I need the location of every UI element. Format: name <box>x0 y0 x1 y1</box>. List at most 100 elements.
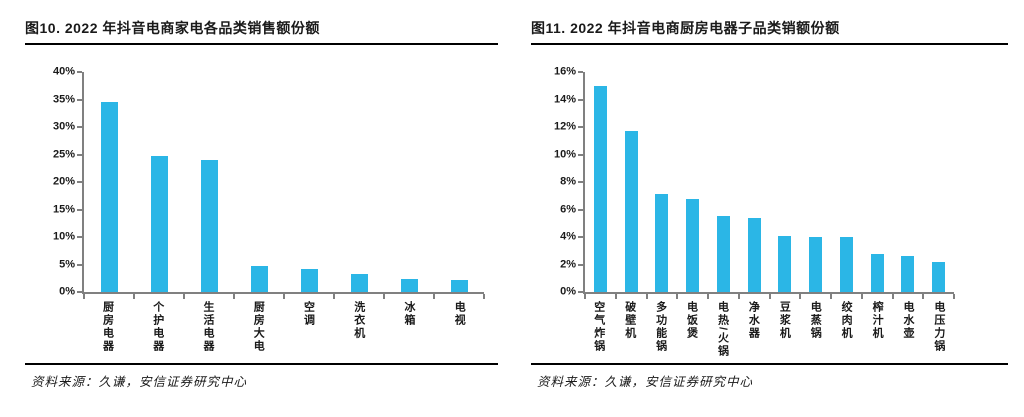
y-axis-tick-mark <box>77 291 82 293</box>
bar <box>450 280 468 292</box>
y-axis-tick-label: 0% <box>59 285 75 298</box>
bar-cell <box>770 72 801 292</box>
y-axis-tick-label: 25% <box>52 148 75 160</box>
x-axis-tick-mark <box>922 294 925 299</box>
x-axis-category-label: 空气炸锅 <box>592 301 605 353</box>
x-label-cell: 空调 <box>283 301 333 362</box>
x-axis-category-label: 电热/火锅 <box>716 301 729 359</box>
x-axis-tick-mark <box>953 294 955 299</box>
x-label-cell: 生活电器 <box>183 301 233 362</box>
x-axis-category-label: 绞肉机 <box>840 301 853 340</box>
x-axis-category-label: 厨房电器 <box>101 301 114 353</box>
bar <box>300 269 318 292</box>
figure-10-bar-chart: 40% 35% 30% 25% 20% 15% 10% 5% 0% 厨房电器 个护电器 生活电器 厨房… <box>25 66 498 362</box>
bar <box>747 217 761 292</box>
x-axis-tick-mark <box>233 294 235 299</box>
x-axis-tick-mark <box>707 294 709 299</box>
bar-cell <box>708 72 739 292</box>
bar <box>400 278 418 292</box>
bar <box>100 102 118 292</box>
x-label-cell: 榨汁机 <box>861 301 892 362</box>
bars-container <box>84 72 484 292</box>
y-axis-tick-label: 2% <box>560 258 576 270</box>
bar-cell <box>434 72 484 292</box>
x-label-cell: 厨房大电 <box>233 301 283 362</box>
source-note: 资料来源：久谦，安信证券研究中心 <box>531 363 1008 390</box>
bar <box>778 235 792 292</box>
y-axis-tick-label: 4% <box>560 230 576 243</box>
x-axis-category-label: 电水壶 <box>902 301 914 340</box>
x-axis-tick-mark <box>614 294 617 299</box>
bar-cell <box>334 72 384 292</box>
plot-area: 16% 14% 12% 10% 8% 6% 4% 2% 0% <box>554 66 955 299</box>
x-label-cell: 净水器 <box>738 301 769 362</box>
y-axis-tick-label: 20% <box>52 175 75 188</box>
x-axis-tick-mark <box>799 294 802 299</box>
y-axis-tick-mark <box>578 126 583 128</box>
y-axis-tick-label: 16% <box>553 65 576 78</box>
x-label-cell: 电蒸锅 <box>799 301 830 362</box>
bar-cell <box>184 72 234 292</box>
x-axis-tick-mark <box>737 294 740 299</box>
x-axis-category-label: 电蒸锅 <box>809 301 822 340</box>
bar <box>593 85 607 292</box>
x-axis-category-label: 生活电器 <box>201 301 214 353</box>
y-axis-tick-mark <box>578 98 583 101</box>
figure-10-title: 图10. 2022 年抖音电商家电各品类销售额份额 <box>25 18 498 45</box>
x-axis-category-label: 空调 <box>302 301 315 327</box>
bar <box>839 237 853 292</box>
x-axis-tick-mark <box>483 294 485 299</box>
x-axis-category-label: 洗衣机 <box>352 301 365 340</box>
y-axis-tick-mark <box>77 126 82 128</box>
y-axis-tick-mark <box>77 153 82 156</box>
figure-11-panel: 图11. 2022 年抖音电商厨房电器子品类销额份额 16% 14% 12% 10% 8… <box>531 18 1008 390</box>
bar-cell <box>384 72 434 292</box>
x-axis-labels: 空气炸锅 破壁机 多功能锅 电饭煲 电热/火锅 净水器 豆浆机 电蒸锅 绞肉机 榨汁机 电水壶 电压力… <box>583 294 954 362</box>
y-axis-tick-label: 10% <box>553 148 576 160</box>
bar-cell <box>923 72 954 292</box>
bar-cell <box>585 72 616 292</box>
bar-cell <box>862 72 893 292</box>
x-axis-category-label: 个护电器 <box>151 301 164 353</box>
bar <box>809 237 823 292</box>
x-label-cell: 洗衣机 <box>333 301 383 362</box>
figure-11-bar-chart: 16% 14% 12% 10% 8% 6% 4% 2% 0% 空气炸锅 破壁机 多功能锅 电饭煲 电热/… <box>531 66 1008 362</box>
x-label-cell: 电视 <box>434 301 484 362</box>
figure-10-panel: 图10. 2022 年抖音电商家电各品类销售额份额 40% 35% 30% 25% 20… <box>25 18 498 390</box>
x-label-cell: 冰箱 <box>384 301 434 362</box>
y-axis-tick-label: 15% <box>52 203 75 215</box>
bar-cell <box>134 72 184 292</box>
x-axis-tick-mark <box>333 294 335 299</box>
x-axis-category-label: 电饭煲 <box>685 301 698 340</box>
x-axis-category-label: 电视 <box>453 301 466 327</box>
x-label-cell: 空气炸锅 <box>583 301 614 362</box>
bar-cell <box>677 72 708 292</box>
y-axis-tick-label: 10% <box>52 230 75 243</box>
x-axis-category-label: 冰箱 <box>402 301 415 327</box>
x-axis-labels: 厨房电器 个护电器 生活电器 厨房大电 空调 洗衣机 冰箱 电视 <box>82 294 484 362</box>
x-label-cell: 电热/火锅 <box>707 301 738 362</box>
bar <box>250 266 268 292</box>
x-axis-tick-mark <box>860 294 863 299</box>
x-axis-category-label: 厨房大电 <box>252 301 265 353</box>
y-axis-tick-mark <box>578 71 583 73</box>
x-axis-tick-mark <box>645 294 648 299</box>
figure-11-title: 图11. 2022 年抖音电商厨房电器子品类销额份额 <box>531 18 1008 45</box>
bar-cell <box>284 72 334 292</box>
y-axis-tick-label: 8% <box>560 175 576 188</box>
y-axis-tick-label: 12% <box>553 120 576 133</box>
x-label-cell: 个护电器 <box>132 301 182 362</box>
x-axis-tick-mark <box>891 294 894 299</box>
bar-cell <box>831 72 862 292</box>
y-axis-tick-label: 35% <box>52 93 75 105</box>
bars-container <box>585 72 954 292</box>
bar <box>150 155 168 292</box>
x-axis-tick-mark <box>283 294 285 299</box>
bar-cell <box>800 72 831 292</box>
x-label-cell: 破壁机 <box>614 301 645 362</box>
x-axis-tick-mark <box>383 294 385 299</box>
bar-cell <box>893 72 924 292</box>
x-axis-tick-mark <box>676 294 679 299</box>
x-label-cell: 绞肉机 <box>830 301 861 362</box>
